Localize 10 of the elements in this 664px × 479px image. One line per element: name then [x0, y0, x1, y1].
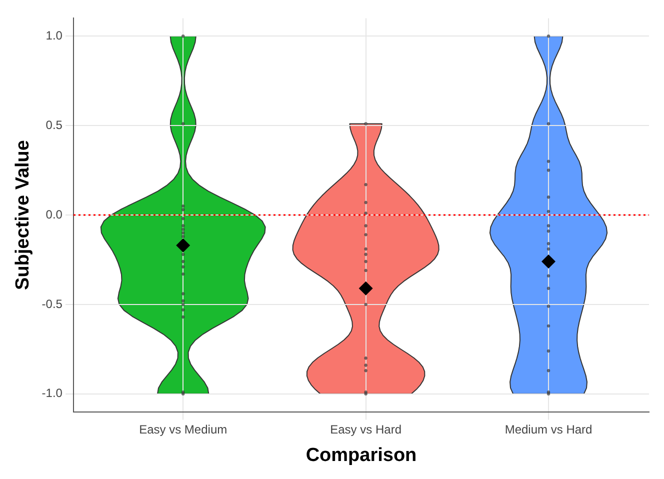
- y-tick-label: 1.0: [46, 28, 63, 42]
- y-tick-label: -0.5: [42, 296, 63, 311]
- x-tick-label: Easy vs Medium: [139, 422, 228, 436]
- x-axis-title: Comparison: [306, 444, 417, 466]
- y-tick-label: 0.5: [46, 118, 63, 132]
- x-tick-label: Easy vs Hard: [330, 422, 402, 436]
- y-tick-label: -1.0: [42, 386, 63, 400]
- x-tick-label: Medium vs Hard: [504, 422, 592, 436]
- y-tick-label: 0.0: [46, 207, 63, 222]
- y-axis-title: Subjective Value: [12, 140, 34, 290]
